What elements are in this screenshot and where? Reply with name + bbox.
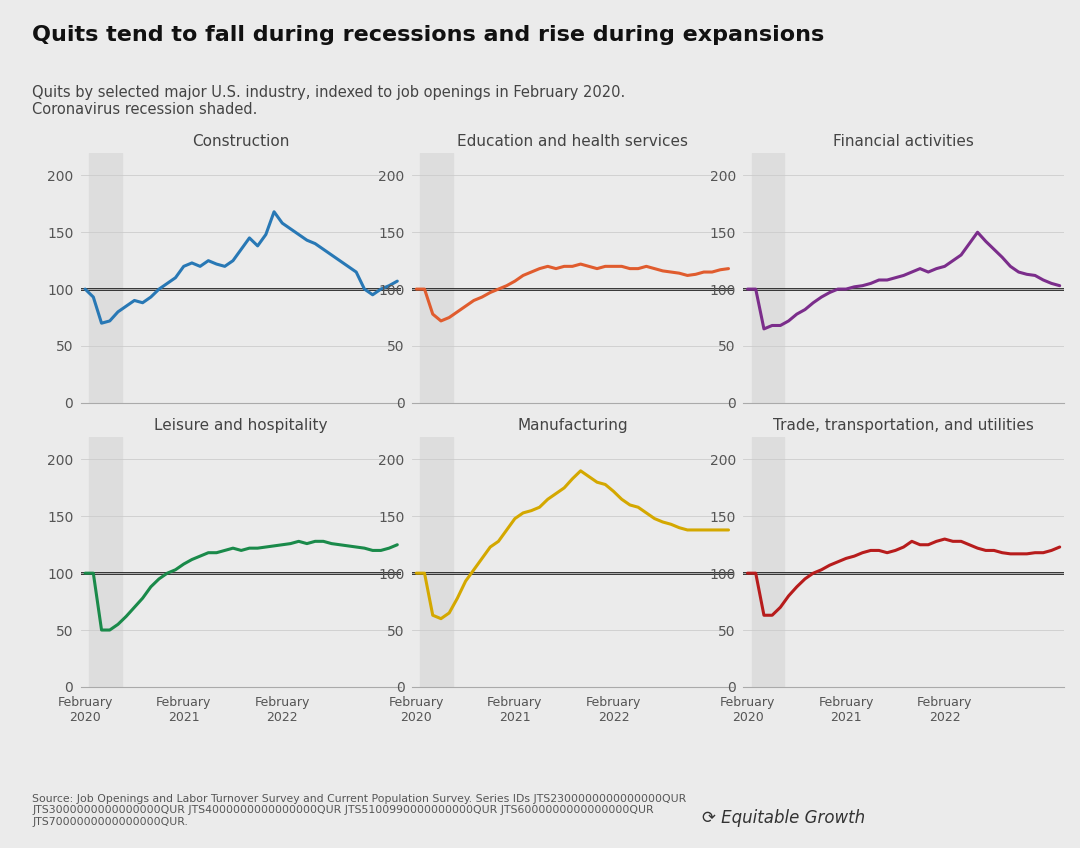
- Bar: [752, 437, 784, 687]
- Text: ⟳ Equitable Growth: ⟳ Equitable Growth: [702, 809, 865, 827]
- Bar: [420, 153, 454, 403]
- Bar: [752, 153, 784, 403]
- Bar: [420, 437, 454, 687]
- Title: Education and health services: Education and health services: [457, 134, 688, 148]
- Bar: [90, 437, 122, 687]
- Bar: [90, 153, 122, 403]
- Text: Quits tend to fall during recessions and rise during expansions: Quits tend to fall during recessions and…: [32, 25, 825, 46]
- Title: Trade, transportation, and utilities: Trade, transportation, and utilities: [773, 418, 1034, 432]
- Title: Construction: Construction: [192, 134, 289, 148]
- Title: Manufacturing: Manufacturing: [517, 418, 627, 432]
- Text: Source: Job Openings and Labor Turnover Survey and Current Population Survey. Se: Source: Job Openings and Labor Turnover …: [32, 794, 687, 827]
- Text: Quits by selected major U.S. industry, indexed to job openings in February 2020.: Quits by selected major U.S. industry, i…: [32, 85, 625, 117]
- Title: Financial activities: Financial activities: [833, 134, 974, 148]
- Title: Leisure and hospitality: Leisure and hospitality: [154, 418, 328, 432]
